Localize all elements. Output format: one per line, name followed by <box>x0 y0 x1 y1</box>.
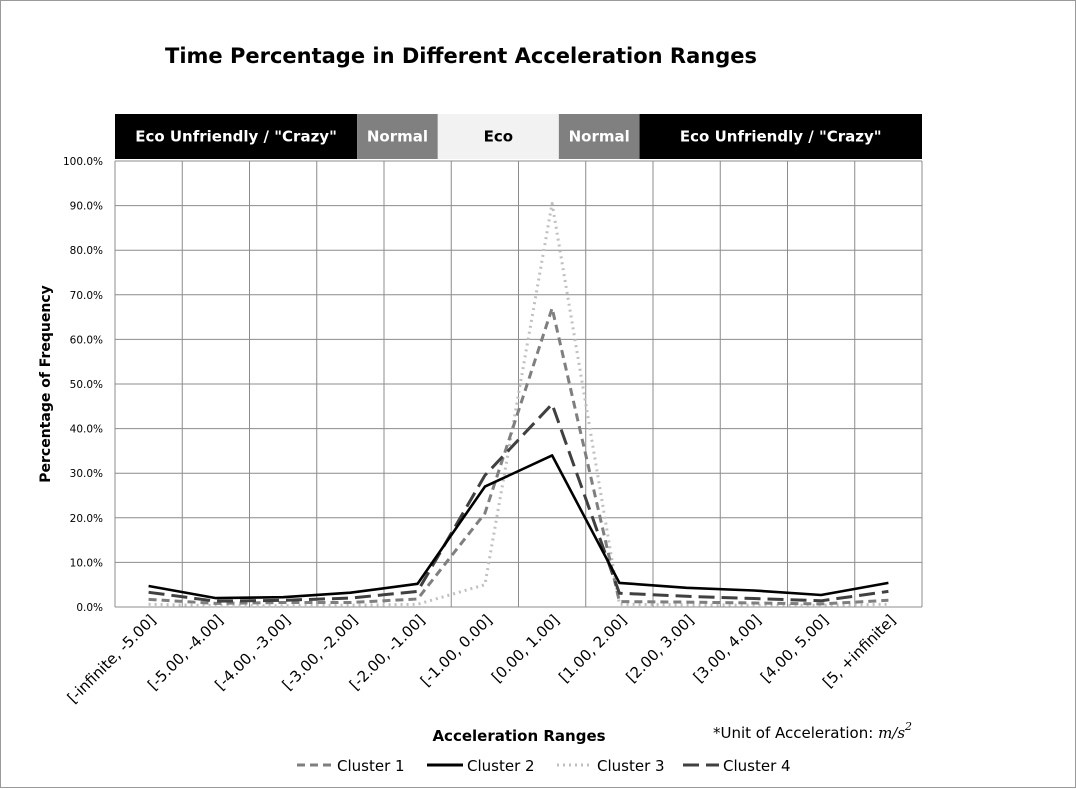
x-tick-label-9: [3.00, 4.00] <box>690 611 765 686</box>
y-tick-label-1: 10.0% <box>70 557 103 569</box>
y-tick-label-7: 70.0% <box>70 290 103 302</box>
x-tick-label-5: [-1.00, 0.00] <box>417 611 496 690</box>
legend-label-1: Cluster 1 <box>337 757 405 775</box>
chart-title: Time Percentage in Different Acceleratio… <box>165 44 757 68</box>
unit-note-prefix: *Unit of Acceleration: <box>713 724 878 742</box>
series-line-2 <box>148 454 889 600</box>
band-1 <box>357 114 438 159</box>
band-label-1: Normal <box>367 128 428 146</box>
unit-note-exponent: 2 <box>904 720 912 733</box>
band-label-4: Eco Unfriendly / "Crazy" <box>680 128 882 146</box>
series-line-1 <box>148 306 889 606</box>
legend: Cluster 1 Cluster 2 Cluster 3 Cluster 4 <box>297 757 791 775</box>
legend-label-3: Cluster 3 <box>597 757 665 775</box>
y-tick-label-3: 30.0% <box>70 468 103 480</box>
band-label-2: Eco <box>484 128 513 146</box>
x-tick-label-0: [-infinite, -5.00] <box>64 611 160 707</box>
y-tick-label-2: 20.0% <box>70 513 103 525</box>
unit-note: *Unit of Acceleration: m/s2 <box>713 720 912 742</box>
band-header: Eco Unfriendly / "Crazy" Normal Eco Normal E… <box>115 114 922 159</box>
grid-lines <box>114 160 923 608</box>
x-axis-label: Acceleration Ranges <box>432 727 605 745</box>
legend-label-2: Cluster 2 <box>467 757 535 775</box>
band-0 <box>115 114 358 159</box>
y-tick-label-8: 80.0% <box>70 245 103 257</box>
band-label-0: Eco Unfriendly / "Crazy" <box>135 128 337 146</box>
series-line-4 <box>148 402 889 603</box>
y-tick-label-9: 90.0% <box>70 201 103 213</box>
y-tick-label-0: 0.0% <box>76 602 103 614</box>
y-tick-label-5: 50.0% <box>70 379 103 391</box>
y-axis-ticks: 0.0% 10.0% 20.0% 30.0% 40.0% 50.0% 60.0% 70.0% 8… <box>63 156 103 614</box>
unit-note-unit: m/s <box>878 724 905 742</box>
series-lines <box>148 201 889 608</box>
band-2 <box>437 114 559 159</box>
band-label-3: Normal <box>569 128 630 146</box>
legend-label-4: Cluster 4 <box>723 757 791 775</box>
y-tick-label-6: 60.0% <box>70 334 103 346</box>
x-axis-ticks: [-infinite, -5.00][-5.00, -4.00][-4.00, … <box>64 611 899 707</box>
x-tick-label-7: [1.00, 2.00] <box>555 611 630 686</box>
y-tick-label-10: 100.0% <box>63 156 103 168</box>
x-tick-label-10: [4.00, 5.00] <box>757 611 832 686</box>
x-tick-label-6: [0.00, 1.00] <box>488 611 563 686</box>
x-tick-label-8: [2.00, 3.00] <box>622 611 697 686</box>
y-axis-label: Percentage of Frequency <box>38 285 54 482</box>
y-tick-label-4: 40.0% <box>70 424 103 436</box>
series-line-3 <box>148 201 889 608</box>
band-3 <box>558 114 640 159</box>
band-4 <box>639 114 922 159</box>
